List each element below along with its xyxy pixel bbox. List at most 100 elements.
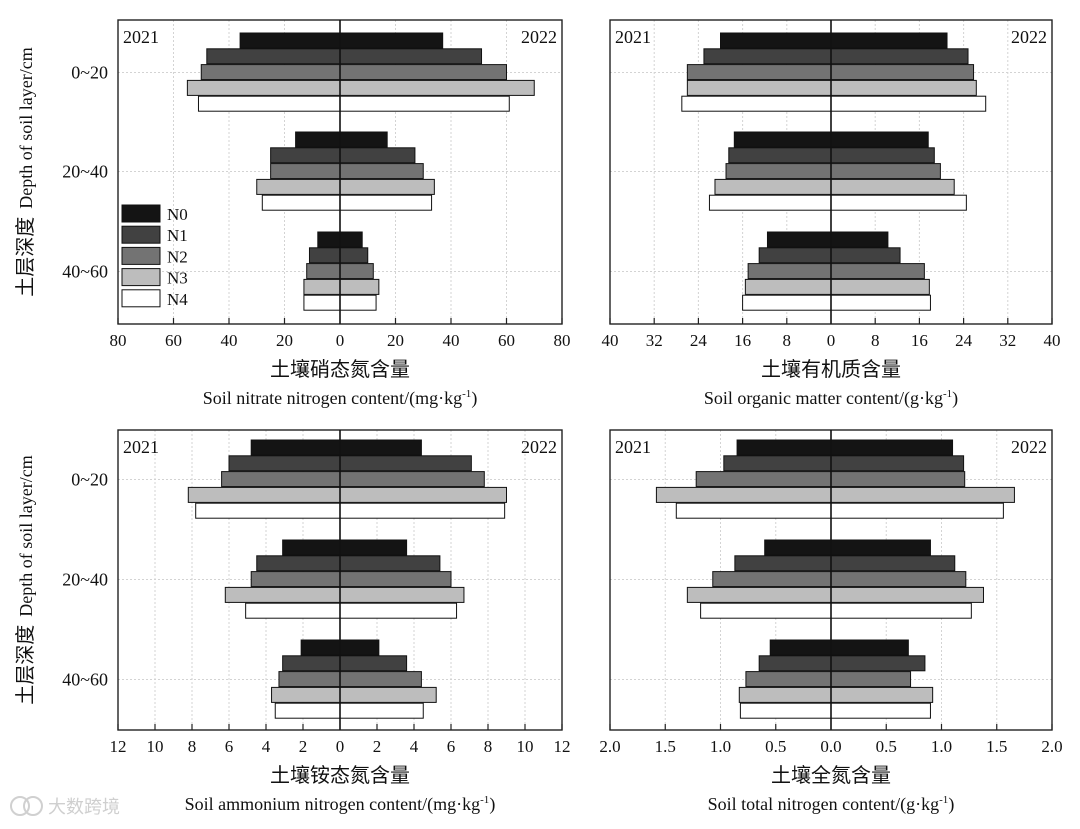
bar-total-2021-N0-1 xyxy=(764,539,832,556)
tick-label: 1.5 xyxy=(986,737,1007,756)
bar-nitrate-2021-N4-0 xyxy=(197,95,341,112)
year-label-right: 2022 xyxy=(1011,27,1047,47)
bar-total-2021-N1-1 xyxy=(734,555,832,572)
tick-label: 8 xyxy=(783,331,792,350)
tick-label: 2.0 xyxy=(1041,737,1062,756)
bar-total-2021-N3-1 xyxy=(686,586,832,603)
bar-nitrate-2021-N3-1 xyxy=(256,178,341,195)
bar-organic-2022-N3-1 xyxy=(830,178,955,195)
y-axis-label-cn: 土层深度 xyxy=(13,625,37,705)
panel-organic: 40 32 24 16 8 0 8 16 24 32 40 2021 2022 土壤有机质含量 Soil o… xyxy=(602,19,1061,409)
y-axis-label-en: Depth of soil layer/cm xyxy=(16,455,36,616)
bar-nitrate-2021-N3-0 xyxy=(186,79,341,96)
bar-total-2022-N2-0 xyxy=(830,471,966,488)
x-axis-label-en-sup: -1 xyxy=(939,794,948,806)
panel-nitrate: 80 60 40 20 0 20 40 60 80 2021 2022 土壤硝态氮含量 Soil nit… xyxy=(13,19,571,409)
x-axis-label-en-end: ) xyxy=(952,388,958,409)
tick-label: 24 xyxy=(690,331,708,350)
bar-ammonium-2021-N3-0 xyxy=(187,486,341,503)
bar-nitrate-2022-N0-2 xyxy=(339,231,363,248)
year-label-left: 2021 xyxy=(615,27,651,47)
x-axis-label-en-sup: -1 xyxy=(943,388,952,400)
bar-total-2021-N2-2 xyxy=(745,671,832,688)
bar-organic-2021-N4-1 xyxy=(708,194,832,211)
bar-nitrate-2021-N1-0 xyxy=(206,48,341,65)
bar-ammonium-2021-N4-0 xyxy=(195,502,341,519)
year-label-right: 2022 xyxy=(1011,437,1047,457)
bar-nitrate-2022-N0-0 xyxy=(339,32,444,49)
bar-total-2022-N3-0 xyxy=(830,486,1015,503)
tick-label: 32 xyxy=(646,331,663,350)
x-axis-label-en-end: ) xyxy=(948,794,954,815)
bar-ammonium-2021-N2-1 xyxy=(250,571,341,588)
bar-nitrate-2021-N4-1 xyxy=(261,194,341,211)
bar-organic-2022-N2-2 xyxy=(830,263,925,280)
bar-ammonium-2021-N0-0 xyxy=(250,439,341,456)
tick-label: 0 xyxy=(336,737,345,756)
bar-organic-2022-N4-2 xyxy=(830,294,931,311)
bar-total-2022-N2-2 xyxy=(830,671,912,688)
bar-ammonium-2022-N2-0 xyxy=(339,471,485,488)
bar-total-2021-N3-0 xyxy=(655,486,832,503)
bar-organic-2021-N2-0 xyxy=(686,64,832,81)
tick-label: 80 xyxy=(554,331,571,350)
year-label-left: 2021 xyxy=(615,437,651,457)
x-axis-label-en-end: ) xyxy=(471,388,477,409)
bar-ammonium-2022-N4-0 xyxy=(339,502,506,519)
tick-label: 80 xyxy=(110,331,127,350)
y-axis-label: 土层深度 Depth of soil layer/cm xyxy=(13,455,37,704)
bar-nitrate-2022-N2-1 xyxy=(339,163,424,180)
tick-label: 4 xyxy=(262,737,271,756)
bar-ammonium-2022-N0-1 xyxy=(339,539,408,556)
y-tick-label: 20~40 xyxy=(62,570,108,590)
legend-swatch-N2 xyxy=(121,246,161,265)
x-axis-label-en: Soil total nitrogen content/(g·kg-1) xyxy=(708,794,955,815)
bar-organic-2022-N2-1 xyxy=(830,163,941,180)
bar-ammonium-2022-N1-2 xyxy=(339,655,408,672)
bar-organic-2021-N1-0 xyxy=(703,48,832,65)
bar-organic-2021-N4-0 xyxy=(681,95,832,112)
bar-nitrate-2021-N4-2 xyxy=(303,294,341,311)
bar-organic-2022-N1-2 xyxy=(830,247,901,264)
bar-ammonium-2022-N2-2 xyxy=(339,671,422,688)
tick-label: 12 xyxy=(554,737,571,756)
bar-nitrate-2021-N0-2 xyxy=(317,231,341,248)
bar-ammonium-2021-N1-1 xyxy=(256,555,341,572)
tick-label: 10 xyxy=(147,737,164,756)
bar-ammonium-2022-N3-2 xyxy=(339,686,437,703)
bar-ammonium-2021-N2-0 xyxy=(221,471,341,488)
year-label-left: 2021 xyxy=(123,437,159,457)
tick-label: 6 xyxy=(225,737,234,756)
bar-total-2022-N1-0 xyxy=(830,455,965,472)
x-axis-label-en-end: ) xyxy=(489,794,495,815)
y-tick-label: 40~60 xyxy=(62,262,108,282)
x-axis-label-cn: 土壤硝态氮含量 xyxy=(270,357,410,381)
bar-nitrate-2021-N2-0 xyxy=(200,64,341,81)
bar-nitrate-2022-N4-2 xyxy=(339,294,377,311)
tick-label: 2.0 xyxy=(599,737,620,756)
watermark-logo-icon xyxy=(23,796,43,816)
x-axis-label-cn: 土壤有机质含量 xyxy=(761,357,901,381)
y-tick-label: 0~20 xyxy=(71,63,108,83)
legend-swatch-N3 xyxy=(121,268,161,287)
bar-total-2021-N1-0 xyxy=(723,455,832,472)
panel-ammonium: 12 10 8 6 4 2 0 2 4 6 8 10 12 2021 2022 土壤铵态氮含量 Soil amm… xyxy=(13,429,571,815)
y-axis-label: 土层深度 Depth of soil layer/cm xyxy=(13,47,37,296)
bar-organic-2021-N0-2 xyxy=(766,231,832,248)
x-axis-label-en-main: Soil nitrate nitrogen content/(mg·kg xyxy=(203,388,462,409)
tick-label: 1.0 xyxy=(931,737,952,756)
tick-label: 32 xyxy=(999,331,1016,350)
bar-nitrate-2022-N2-2 xyxy=(339,263,374,280)
tick-label: 60 xyxy=(165,331,182,350)
bar-nitrate-2021-N0-0 xyxy=(239,32,341,49)
bar-total-2022-N3-2 xyxy=(830,686,934,703)
bar-nitrate-2022-N1-0 xyxy=(339,48,483,65)
bar-total-2022-N0-2 xyxy=(830,639,909,656)
bar-total-2022-N2-1 xyxy=(830,571,967,588)
bar-ammonium-2021-N4-1 xyxy=(245,602,341,619)
bar-total-2022-N0-0 xyxy=(830,439,954,456)
year-label-right: 2022 xyxy=(521,27,557,47)
bar-nitrate-2022-N3-2 xyxy=(339,278,380,295)
bar-total-2021-N2-0 xyxy=(695,471,832,488)
tick-label: 24 xyxy=(955,331,973,350)
